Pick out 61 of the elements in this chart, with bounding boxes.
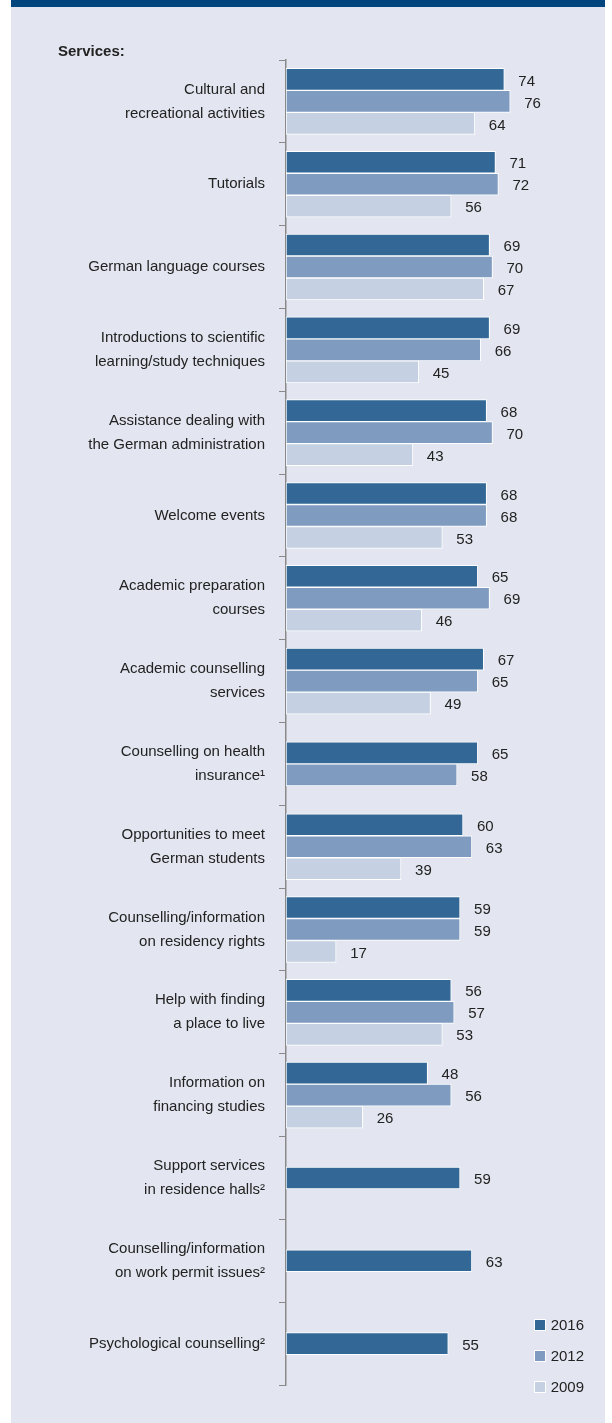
- data-label: 65: [491, 568, 509, 586]
- data-label: 56: [465, 982, 482, 1000]
- data-label: 69: [503, 590, 521, 608]
- data-label: 70: [506, 259, 524, 277]
- y-tick-label: Information on financing studies: [153, 1073, 265, 1115]
- data-label: 66: [494, 341, 512, 359]
- data-label: 49: [444, 695, 462, 713]
- data-label: 70: [506, 424, 524, 442]
- data-label: 58: [471, 767, 488, 785]
- y-tick-label: Support services in residence halls²: [144, 1156, 265, 1198]
- y-tick-label: Assistance dealing with the German administration: [88, 410, 265, 452]
- y-tick-label: Introductions to scientific learning/study techniques: [94, 327, 266, 369]
- y-tick-label: Academic counselling services: [119, 659, 265, 701]
- legend-label: 2009: [550, 1378, 584, 1395]
- legend-label: 2016: [550, 1316, 584, 1333]
- y-tick-label: Counselling/information on work permit issues²: [108, 1238, 265, 1280]
- y-tick-label: Tutorials: [208, 174, 265, 192]
- y-tick-label: Help with finding a place to live: [154, 990, 265, 1032]
- data-label: 60: [477, 816, 494, 834]
- data-label: 57: [468, 1004, 485, 1022]
- data-label: 45: [432, 363, 450, 381]
- data-label: 43: [426, 446, 444, 464]
- data-label: 59: [474, 921, 491, 939]
- y-tick-label: Opportunities to meet German students: [121, 824, 266, 866]
- data-label: 17: [350, 943, 367, 961]
- data-label: 59: [474, 899, 491, 917]
- data-label: 53: [456, 529, 474, 547]
- y-tick-label: Counselling on health insurance¹: [120, 742, 265, 784]
- data-label: 74: [518, 71, 535, 89]
- data-label: 72: [512, 176, 530, 194]
- data-label: 76: [524, 93, 541, 111]
- text: Services:: [58, 42, 125, 59]
- data-label: 53: [456, 1026, 474, 1044]
- data-label: 69: [503, 237, 521, 255]
- data-label: 46: [435, 612, 453, 630]
- data-label: 39: [415, 860, 432, 878]
- y-tick-label: Counselling/information on residency rights: [108, 907, 265, 949]
- data-label: 71: [509, 154, 527, 172]
- y-tick-label: Cultural and recreational activities: [124, 79, 265, 121]
- y-tick-label: German language courses: [88, 257, 265, 275]
- data-label: 56: [465, 198, 482, 216]
- data-label: 64: [488, 115, 506, 133]
- data-label: 63: [485, 1252, 503, 1270]
- data-label: 65: [491, 673, 509, 691]
- data-label: 67: [497, 281, 515, 299]
- data-label: 56: [465, 1087, 482, 1105]
- data-label: 68: [500, 485, 518, 503]
- data-label: 65: [491, 745, 509, 763]
- data-label: 59: [474, 1170, 491, 1188]
- data-label: 67: [497, 651, 515, 669]
- data-label: 55: [462, 1335, 479, 1353]
- data-label: 63: [485, 838, 503, 856]
- y-tick-label: Welcome events: [154, 505, 265, 523]
- data-label: 26: [376, 1109, 394, 1127]
- data-label: 68: [500, 402, 518, 420]
- legend-label: 2012: [550, 1347, 584, 1364]
- y-tick-label: Academic preparation courses: [119, 576, 265, 618]
- data-label: 68: [500, 507, 518, 525]
- y-tick-label: Psychological counselling²: [89, 1333, 265, 1351]
- data-label: 48: [441, 1065, 459, 1083]
- data-label: 69: [503, 319, 521, 337]
